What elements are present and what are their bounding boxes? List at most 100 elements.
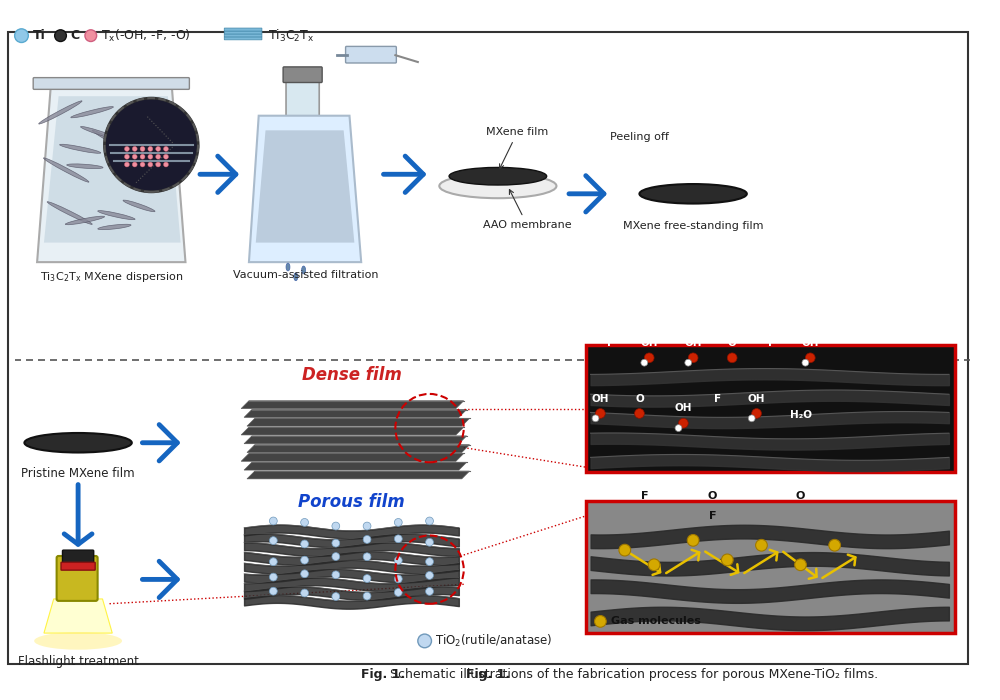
Circle shape (148, 162, 153, 167)
Circle shape (301, 570, 308, 578)
Circle shape (752, 409, 761, 419)
Text: O: O (635, 393, 644, 404)
Circle shape (132, 154, 137, 159)
Circle shape (426, 571, 433, 580)
Circle shape (301, 589, 308, 597)
Circle shape (148, 154, 153, 159)
Polygon shape (244, 436, 467, 444)
Ellipse shape (302, 266, 306, 274)
Text: MXene free-standing film: MXene free-standing film (623, 221, 763, 231)
Circle shape (55, 30, 66, 41)
Polygon shape (241, 427, 464, 435)
FancyBboxPatch shape (224, 31, 262, 34)
Circle shape (104, 98, 198, 192)
Circle shape (269, 517, 277, 525)
Circle shape (148, 146, 153, 151)
Circle shape (132, 162, 137, 167)
Ellipse shape (294, 273, 298, 281)
Text: $\mathregular{T_x}$(-OH, -F, -O): $\mathregular{T_x}$(-OH, -F, -O) (101, 27, 190, 43)
Text: O: O (708, 491, 717, 501)
Text: Fig. 1.: Fig. 1. (466, 668, 510, 680)
Ellipse shape (60, 144, 101, 153)
Ellipse shape (71, 106, 113, 118)
Circle shape (426, 517, 433, 525)
FancyBboxPatch shape (586, 345, 955, 472)
Text: F: F (641, 491, 648, 501)
FancyBboxPatch shape (224, 28, 262, 31)
Ellipse shape (34, 632, 122, 650)
FancyBboxPatch shape (586, 501, 955, 633)
Polygon shape (256, 130, 354, 243)
Polygon shape (247, 471, 470, 479)
Text: $\mathregular{Ti_3C_2T_x}$: $\mathregular{Ti_3C_2T_x}$ (268, 27, 315, 43)
Circle shape (648, 559, 660, 570)
Text: C: C (70, 29, 79, 42)
Circle shape (363, 536, 371, 543)
Circle shape (363, 553, 371, 561)
Circle shape (644, 353, 654, 363)
Ellipse shape (43, 158, 89, 182)
Text: Pristine MXene film: Pristine MXene film (21, 467, 135, 480)
Circle shape (164, 154, 168, 159)
FancyBboxPatch shape (33, 78, 189, 90)
Polygon shape (244, 410, 467, 417)
Circle shape (619, 545, 631, 556)
Text: $\mathregular{Ti_3C_2T_x}$ MXene dispersion: $\mathregular{Ti_3C_2T_x}$ MXene dispers… (40, 270, 183, 284)
Circle shape (727, 353, 737, 363)
Circle shape (829, 540, 841, 551)
Circle shape (363, 522, 371, 530)
Ellipse shape (47, 202, 92, 225)
Text: F: F (709, 511, 716, 521)
Circle shape (685, 359, 692, 366)
Circle shape (124, 154, 129, 159)
Circle shape (332, 522, 340, 530)
Circle shape (140, 154, 145, 159)
FancyBboxPatch shape (57, 556, 98, 601)
Polygon shape (44, 96, 181, 243)
Circle shape (269, 537, 277, 545)
Circle shape (269, 558, 277, 566)
Text: AAO membrane: AAO membrane (483, 190, 571, 230)
Ellipse shape (65, 216, 105, 225)
Text: Vacuum-assisted filtration: Vacuum-assisted filtration (233, 270, 378, 280)
Text: Ti: Ti (33, 29, 46, 42)
Circle shape (140, 146, 145, 151)
Circle shape (721, 554, 733, 566)
Ellipse shape (439, 174, 556, 198)
Polygon shape (241, 454, 464, 461)
Text: Porous film: Porous film (298, 493, 405, 511)
Ellipse shape (286, 263, 290, 271)
Circle shape (269, 587, 277, 595)
Circle shape (301, 540, 308, 548)
Ellipse shape (81, 127, 120, 140)
Circle shape (269, 573, 277, 581)
FancyBboxPatch shape (283, 67, 322, 83)
Circle shape (164, 162, 168, 167)
Circle shape (418, 634, 431, 648)
Circle shape (394, 519, 402, 526)
FancyBboxPatch shape (8, 32, 968, 664)
Ellipse shape (92, 130, 139, 156)
Circle shape (675, 425, 682, 431)
Circle shape (756, 540, 767, 551)
Circle shape (426, 558, 433, 566)
Circle shape (363, 575, 371, 582)
Circle shape (641, 359, 648, 366)
Circle shape (688, 353, 698, 363)
Circle shape (805, 353, 815, 363)
Circle shape (394, 575, 402, 583)
Text: Gas molecules: Gas molecules (611, 617, 701, 626)
Circle shape (426, 538, 433, 546)
Polygon shape (244, 462, 467, 470)
Text: Fig. 1.: Fig. 1. (361, 668, 405, 680)
Ellipse shape (24, 433, 132, 452)
Circle shape (394, 535, 402, 542)
Circle shape (635, 409, 644, 419)
Circle shape (15, 29, 28, 43)
Circle shape (332, 571, 340, 579)
FancyBboxPatch shape (346, 46, 396, 63)
Circle shape (156, 162, 161, 167)
Circle shape (301, 519, 308, 526)
Text: OH: OH (684, 338, 702, 348)
FancyBboxPatch shape (62, 550, 94, 566)
